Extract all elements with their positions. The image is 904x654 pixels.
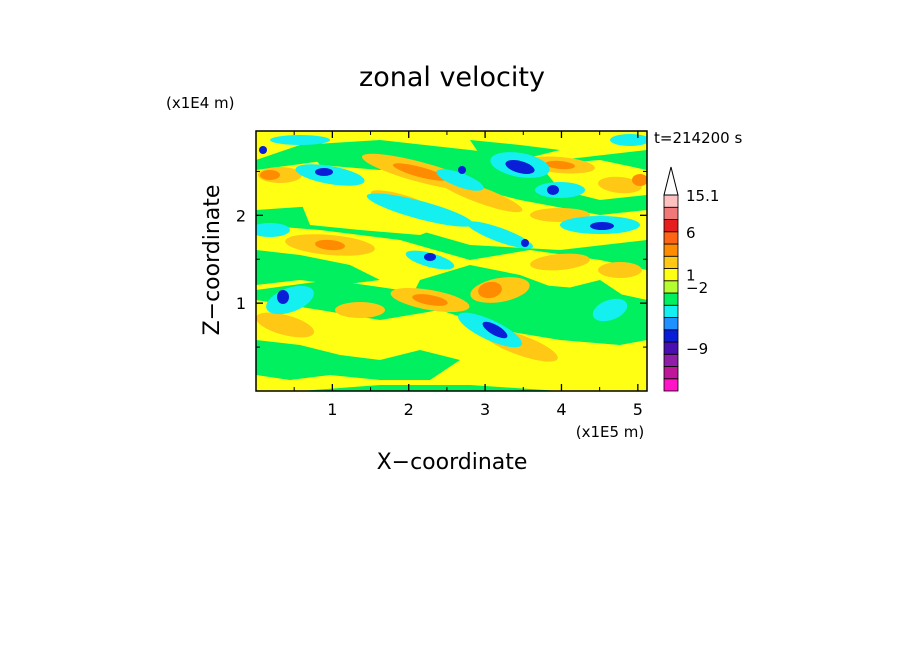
colorbar-swatch	[663, 353, 679, 367]
contour-region	[467, 221, 533, 249]
contour-region	[424, 253, 436, 261]
contour-region	[632, 174, 647, 186]
contour-region	[315, 168, 333, 176]
x-tick-label: 4	[556, 400, 566, 419]
contour-region	[366, 193, 474, 227]
contour-region	[592, 298, 628, 322]
chart-title: zonal velocity	[359, 62, 545, 93]
y-tick-label: 2	[236, 206, 246, 225]
colorbar-swatch	[663, 317, 679, 331]
contour-field	[256, 131, 647, 391]
contour-region	[436, 169, 484, 191]
x-tick-label: 5	[633, 400, 643, 419]
colorbar: 15.1 6 1−2 −9	[663, 166, 719, 392]
contour-region	[300, 190, 460, 235]
contour-region	[412, 294, 448, 306]
contour-region	[470, 140, 560, 160]
contour-region	[270, 135, 330, 145]
contour-region	[259, 146, 267, 154]
colorbar-swatch	[663, 219, 679, 233]
x-scale-label: (x1E5 m)	[576, 423, 645, 441]
colorbar-swatch	[663, 243, 679, 257]
colorbar-label: 6	[686, 224, 696, 242]
colorbar-swatch	[663, 341, 679, 355]
colorbar-label: 1	[686, 267, 696, 285]
x-axis-ticks: 1 2 3 4 5	[293, 131, 643, 419]
colorbar-swatch	[663, 366, 679, 380]
contour-region	[590, 222, 614, 230]
contour-region	[598, 176, 642, 194]
colorbar-swatch	[663, 329, 679, 343]
colorbar-swatch	[663, 304, 679, 318]
contour-region	[256, 250, 380, 285]
contour-region	[505, 160, 535, 174]
y-axis-ticks: 12	[236, 170, 647, 348]
x-axis-label: X−coordinate	[377, 450, 528, 475]
colorbar-label: −2	[686, 279, 708, 297]
time-label: t=214200 s	[654, 129, 742, 147]
contour-region	[598, 262, 642, 278]
contour-region	[458, 166, 466, 174]
contour-region	[266, 285, 314, 315]
contour-region	[610, 134, 647, 146]
contour-region	[256, 223, 290, 237]
colorbar-swatch	[663, 268, 679, 282]
x-tick-label: 3	[480, 400, 490, 419]
colorbar-swatch	[663, 255, 679, 269]
contour-region	[482, 321, 508, 339]
colorbar-swatch	[663, 194, 679, 208]
colorbar-swatch	[663, 231, 679, 245]
colorbar-label: 15.1	[686, 187, 719, 205]
contour-region	[530, 253, 590, 271]
colorbar-max-triangle	[663, 166, 679, 196]
contour-region	[521, 239, 529, 247]
plot-frame	[255, 130, 648, 392]
x-tick-label: 2	[404, 400, 414, 419]
contour-region	[545, 160, 575, 170]
contour-region	[256, 131, 647, 160]
contour-region	[260, 170, 280, 180]
contour-region	[547, 185, 559, 195]
contour-region	[315, 239, 345, 251]
y-scale-label: (x1E4 m)	[166, 94, 235, 112]
colorbar-label: −9	[686, 340, 708, 358]
contour-region	[335, 302, 385, 318]
colorbar-swatch	[663, 378, 679, 392]
contour-region	[277, 290, 289, 304]
contour-region	[478, 281, 502, 299]
colorbar-swatch	[663, 280, 679, 294]
contour-region	[535, 182, 585, 198]
colorbar-swatch	[663, 206, 679, 220]
y-axis-label: Z−coordinate	[200, 185, 225, 336]
colorbar-swatch	[663, 292, 679, 306]
x-tick-label: 1	[327, 400, 337, 419]
contour-region	[392, 163, 448, 181]
contour-region	[295, 164, 365, 186]
contour-region	[256, 312, 315, 338]
y-tick-label: 1	[236, 294, 246, 313]
contour-region	[256, 340, 460, 380]
